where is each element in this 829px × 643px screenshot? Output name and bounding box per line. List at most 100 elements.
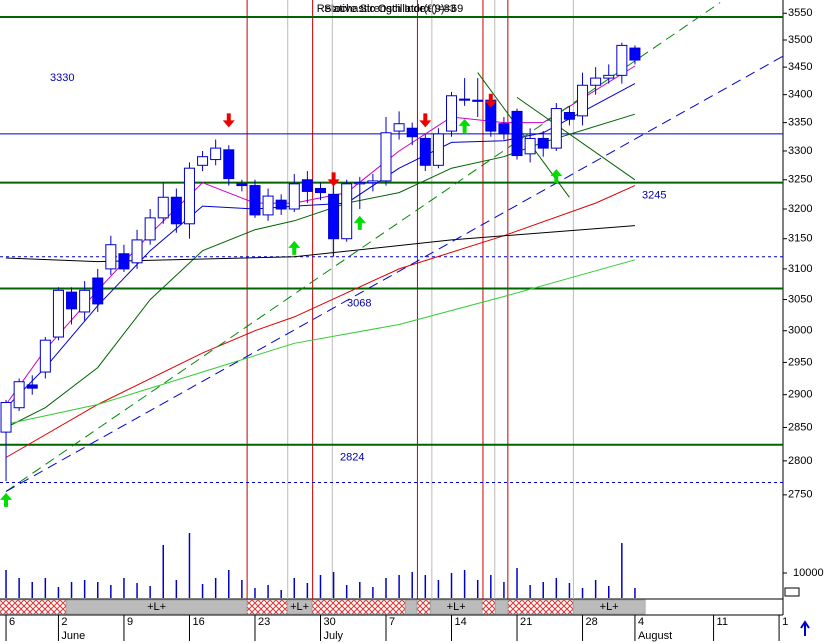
y-tick-label: 3250: [788, 174, 812, 186]
y-tick-label: 2850: [788, 421, 812, 433]
scroll-arrow[interactable]: [800, 620, 810, 636]
signal-band: [481, 599, 496, 615]
indicator-line: [5, 225, 635, 263]
y-tick-label: 3300: [788, 145, 812, 157]
x-tick-label: 28: [586, 616, 598, 628]
x-tick-label: 11: [717, 616, 728, 628]
signal-band: [494, 599, 509, 615]
candle-body: [92, 277, 104, 305]
signal-band: [507, 599, 574, 615]
level-label: 2824: [340, 452, 364, 464]
scroll-box[interactable]: [784, 587, 800, 597]
y-tick-label: 2950: [788, 356, 812, 368]
x-tick-label: 2: [61, 616, 67, 628]
candle-body: [39, 339, 51, 373]
x-tick-label: 14: [455, 616, 467, 628]
candle-body: [118, 253, 130, 270]
signal-arrow: [288, 240, 301, 255]
x-tick-label: 4: [638, 616, 644, 628]
y-tick-label: 2750: [788, 489, 812, 501]
y-tick-label: 2900: [788, 389, 812, 401]
title: Stochastic Oscillator(9)=83: [324, 3, 456, 15]
band-label: +L+: [447, 601, 466, 613]
candle-body: [341, 183, 353, 240]
x-tick-label: 1: [782, 616, 788, 628]
candle-body: [498, 123, 510, 135]
candle-body: [419, 137, 431, 166]
candle-body: [13, 381, 25, 409]
y-tick-label: 3050: [788, 293, 812, 305]
signal-band: [0, 599, 67, 615]
y-tick-label: 3550: [788, 7, 812, 19]
indicator-line: [477, 72, 570, 198]
candle-body: [314, 187, 326, 194]
candle-body: [52, 289, 64, 338]
candle-body: [537, 137, 549, 149]
candle-body: [183, 167, 195, 225]
y-tick-label: 3500: [788, 34, 812, 46]
candle-body: [432, 133, 444, 166]
signal-band: [311, 599, 406, 615]
indicator-line: [5, 55, 784, 492]
candle-body: [157, 196, 169, 219]
candle-body: [380, 132, 392, 182]
candle-body: [472, 99, 484, 102]
y-tick-label: 3150: [788, 233, 812, 245]
candle-body: [170, 196, 182, 225]
candle-body: [550, 108, 562, 149]
candle-body: [590, 77, 602, 86]
indicator-line: [5, 259, 636, 425]
month-label: August: [638, 630, 672, 642]
candle-body: [446, 95, 458, 132]
candle-body: [563, 111, 575, 120]
band-label: +L+: [147, 601, 166, 613]
band-label: +L+: [290, 601, 309, 613]
x-tick-label: 9: [127, 616, 133, 628]
band-label: +L+: [600, 601, 619, 613]
candle-body: [459, 98, 471, 101]
candle-body: [629, 47, 641, 61]
candle-body: [0, 401, 12, 433]
signal-arrow: [327, 172, 340, 187]
y-tick-label: 3200: [788, 203, 812, 215]
candle-body: [603, 74, 615, 79]
month-label: June: [61, 630, 85, 642]
signal-arrow: [353, 215, 366, 230]
candle-body: [301, 179, 313, 192]
level-label: 3245: [642, 190, 666, 202]
volume-tick-label: 10000: [793, 567, 824, 579]
candle-body: [577, 84, 589, 117]
y-tick-label: 3450: [788, 61, 812, 73]
candle-body: [616, 44, 628, 76]
candle-body: [223, 149, 235, 180]
signal-arrow: [458, 118, 471, 133]
y-tick-label: 2800: [788, 455, 812, 467]
y-tick-label: 3400: [788, 89, 812, 101]
indicator-line: [5, 113, 636, 428]
signal-arrow: [0, 492, 13, 507]
candle-body: [288, 183, 300, 210]
indicator-line: [516, 96, 636, 181]
candle-body: [131, 239, 143, 264]
candle-body: [328, 193, 340, 240]
candle-body: [406, 127, 418, 138]
candle-body: [197, 156, 209, 166]
candle-body: [66, 291, 78, 310]
candle-body: [262, 195, 274, 216]
x-tick-label: 23: [258, 616, 270, 628]
candle-body: [524, 137, 536, 155]
signal-band: [246, 599, 288, 615]
candle-body: [210, 147, 222, 161]
signal-arrow: [419, 113, 432, 128]
signal-band: [404, 599, 418, 615]
candle-body: [393, 123, 405, 132]
level-label: 3330: [50, 72, 74, 84]
title: Relative Strength Index(9)=69: [317, 3, 463, 15]
level-label: 3068: [347, 297, 371, 309]
candle-body: [79, 289, 91, 313]
candle-body: [105, 244, 117, 270]
candle-body: [144, 217, 156, 241]
y-tick-label: 3000: [788, 325, 812, 337]
